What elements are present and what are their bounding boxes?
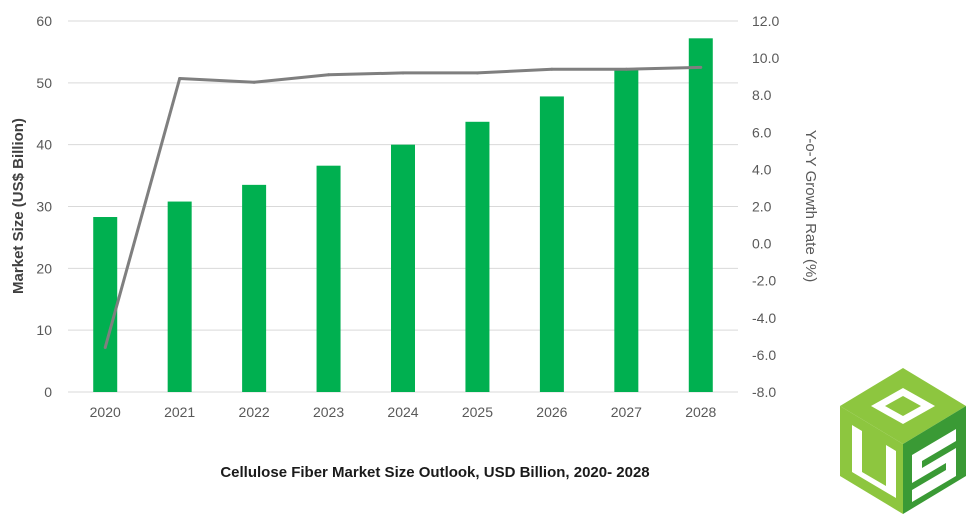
right-tick-label: 2.0 (752, 199, 772, 215)
right-tick-label: -8.0 (752, 384, 776, 400)
x-tick-label: 2023 (313, 404, 344, 420)
bar-2022 (242, 184, 267, 392)
x-tick-label: 2024 (387, 404, 418, 420)
x-tick-label: 2025 (462, 404, 493, 420)
growth-point-2026 (550, 67, 554, 71)
right-tick-label: 0.0 (752, 236, 772, 252)
x-tick-label: 2022 (239, 404, 270, 420)
right-axis-ticks: -8.0 -6.0 -4.0 -2.0 0.0 2.0 4.0 6.0 8.0 10.0 12.0 (752, 13, 779, 400)
left-tick-label: 0 (44, 384, 52, 400)
right-tick-label: 12.0 (752, 13, 779, 29)
left-tick-label: 40 (36, 137, 52, 153)
bar-2027 (614, 68, 639, 392)
bar-2020 (93, 217, 118, 392)
growth-point-2022 (252, 80, 256, 84)
bar-2021 (167, 201, 192, 392)
logo-u-letter (852, 425, 896, 498)
left-tick-label: 30 (36, 199, 52, 215)
growth-point-2027 (624, 67, 628, 71)
right-tick-label: 10.0 (752, 50, 779, 66)
x-tick-label: 2028 (685, 404, 716, 420)
bar-2026 (539, 96, 564, 392)
left-tick-label: 50 (36, 75, 52, 91)
x-tick-label: 2026 (536, 404, 567, 420)
left-tick-label: 10 (36, 322, 52, 338)
x-tick-label: 2020 (90, 404, 121, 420)
growth-line-series (103, 65, 703, 349)
left-axis-title: Market Size (US$ Billion) (10, 118, 27, 294)
right-tick-label: 6.0 (752, 124, 772, 140)
growth-point-2021 (178, 77, 182, 81)
growth-point-2020 (103, 345, 107, 349)
bar-2023 (316, 165, 341, 392)
left-tick-label: 20 (36, 260, 52, 276)
bar-2025 (465, 121, 490, 392)
logo-s-letter (912, 429, 956, 502)
bar-series (93, 38, 713, 393)
left-axis-ticks: 0 10 20 30 40 50 60 (36, 13, 52, 400)
growth-point-2028 (699, 65, 703, 69)
right-tick-label: 8.0 (752, 87, 772, 103)
x-axis-ticks: 2020 2021 2022 2023 2024 2025 2026 2027 2028 (90, 404, 717, 420)
x-tick-label: 2021 (164, 404, 195, 420)
right-tick-label: -4.0 (752, 310, 776, 326)
right-tick-label: -2.0 (752, 273, 776, 289)
bar-2028 (688, 38, 713, 393)
growth-point-2025 (475, 71, 479, 75)
left-tick-label: 60 (36, 13, 52, 29)
right-axis-title: Y-o-Y Growth Rate (%) (802, 130, 819, 283)
right-tick-label: -6.0 (752, 347, 776, 363)
chart-caption: Cellulose Fiber Market Size Outlook, USD… (220, 464, 649, 481)
logo-top-cutout-inner (885, 396, 921, 416)
right-tick-label: 4.0 (752, 161, 772, 177)
us-cube-logo (840, 368, 966, 514)
x-tick-label: 2027 (611, 404, 642, 420)
bar-2024 (391, 144, 415, 392)
growth-point-2023 (327, 73, 331, 77)
growth-point-2024 (401, 71, 405, 75)
